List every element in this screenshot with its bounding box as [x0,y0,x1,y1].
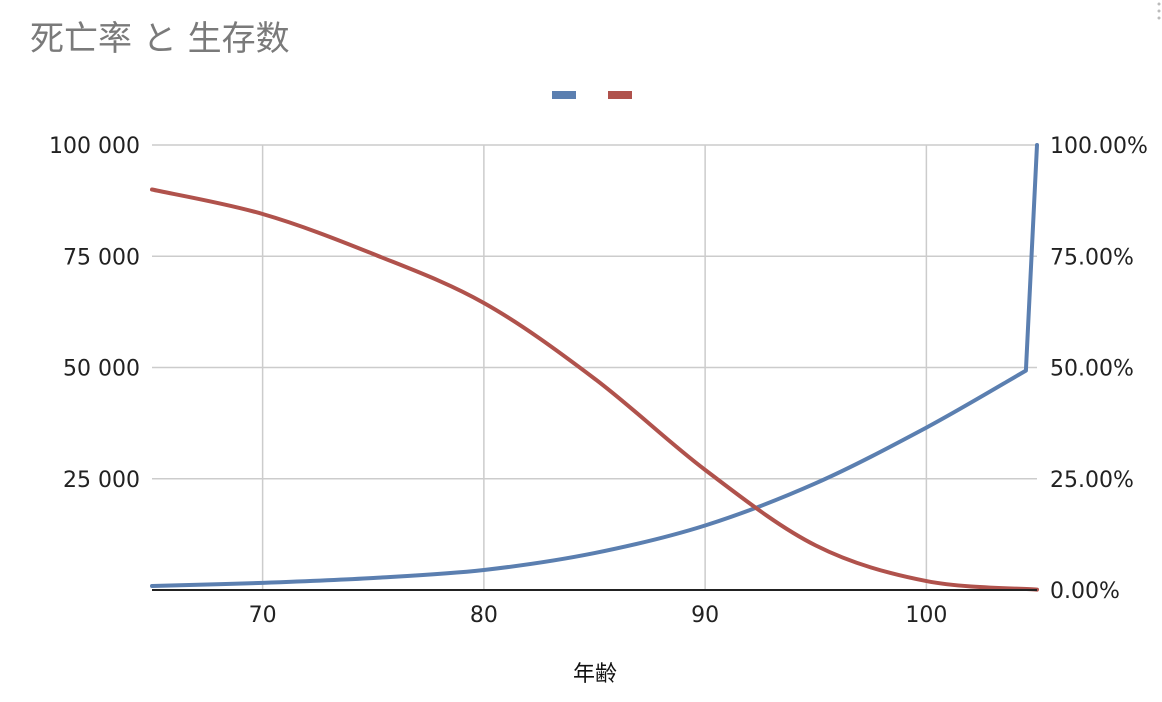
x-tick-label: 70 [249,603,277,628]
x-axis-label: 年齢 [573,662,617,687]
left-tick-label: 50 000 [63,357,140,382]
right-tick-label: 75.00% [1050,245,1134,270]
right-axis-ticks: 0.00% 25.00% 50.00% 75.00% 100.00% [1050,134,1148,604]
left-tick-label: 75 000 [63,245,140,270]
corner-dot [1157,2,1161,6]
chart-title: 死亡率 と 生存数 [30,19,290,59]
corner-dot [1157,16,1161,20]
series-layer [150,143,1039,592]
right-tick-label: 25.00% [1050,468,1134,493]
series-line-1 [150,143,1039,588]
x-axis-ticks: 70 80 90 100 [249,603,948,628]
x-tick-label: 100 [905,603,947,628]
left-tick-label: 25 000 [63,468,140,493]
series-line-2 [150,187,1039,592]
right-tick-label: 0.00% [1050,579,1120,604]
right-tick-label: 100.00% [1050,134,1148,159]
legend-key-2 [608,91,632,99]
gridlines [152,144,1037,590]
left-tick-label: 100 000 [49,134,140,159]
legend-key-1 [552,91,576,99]
legend [552,91,632,99]
left-axis-ticks: 25 000 50 000 75 000 100 000 [49,134,140,493]
corner-dot [1157,9,1161,13]
x-tick-label: 90 [691,603,719,628]
right-tick-label: 50.00% [1050,357,1134,382]
x-tick-label: 80 [470,603,498,628]
